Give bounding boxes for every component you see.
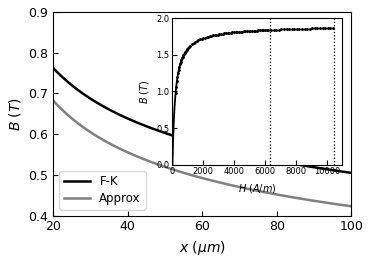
Approx [51, 99, 55, 102]
F-K [228, 150, 233, 153]
F-K [349, 171, 353, 175]
F-K [212, 146, 217, 149]
Approx [212, 180, 217, 183]
Legend: F-K, Approx: F-K, Approx [59, 171, 146, 210]
Approx [342, 204, 346, 207]
Approx [295, 196, 300, 200]
F-K [51, 67, 55, 70]
Approx [349, 205, 353, 208]
F-K [194, 141, 199, 144]
X-axis label: $x$ $(μm)$: $x$ $(μm)$ [179, 239, 226, 257]
Y-axis label: $B$ $(T)$: $B$ $(T)$ [7, 97, 23, 131]
F-K [192, 140, 197, 144]
F-K [342, 170, 346, 173]
Approx [194, 175, 199, 178]
Approx [192, 175, 197, 178]
Line: Approx: Approx [53, 101, 351, 206]
Approx [228, 183, 233, 187]
F-K [295, 163, 300, 166]
Line: F-K: F-K [53, 68, 351, 173]
